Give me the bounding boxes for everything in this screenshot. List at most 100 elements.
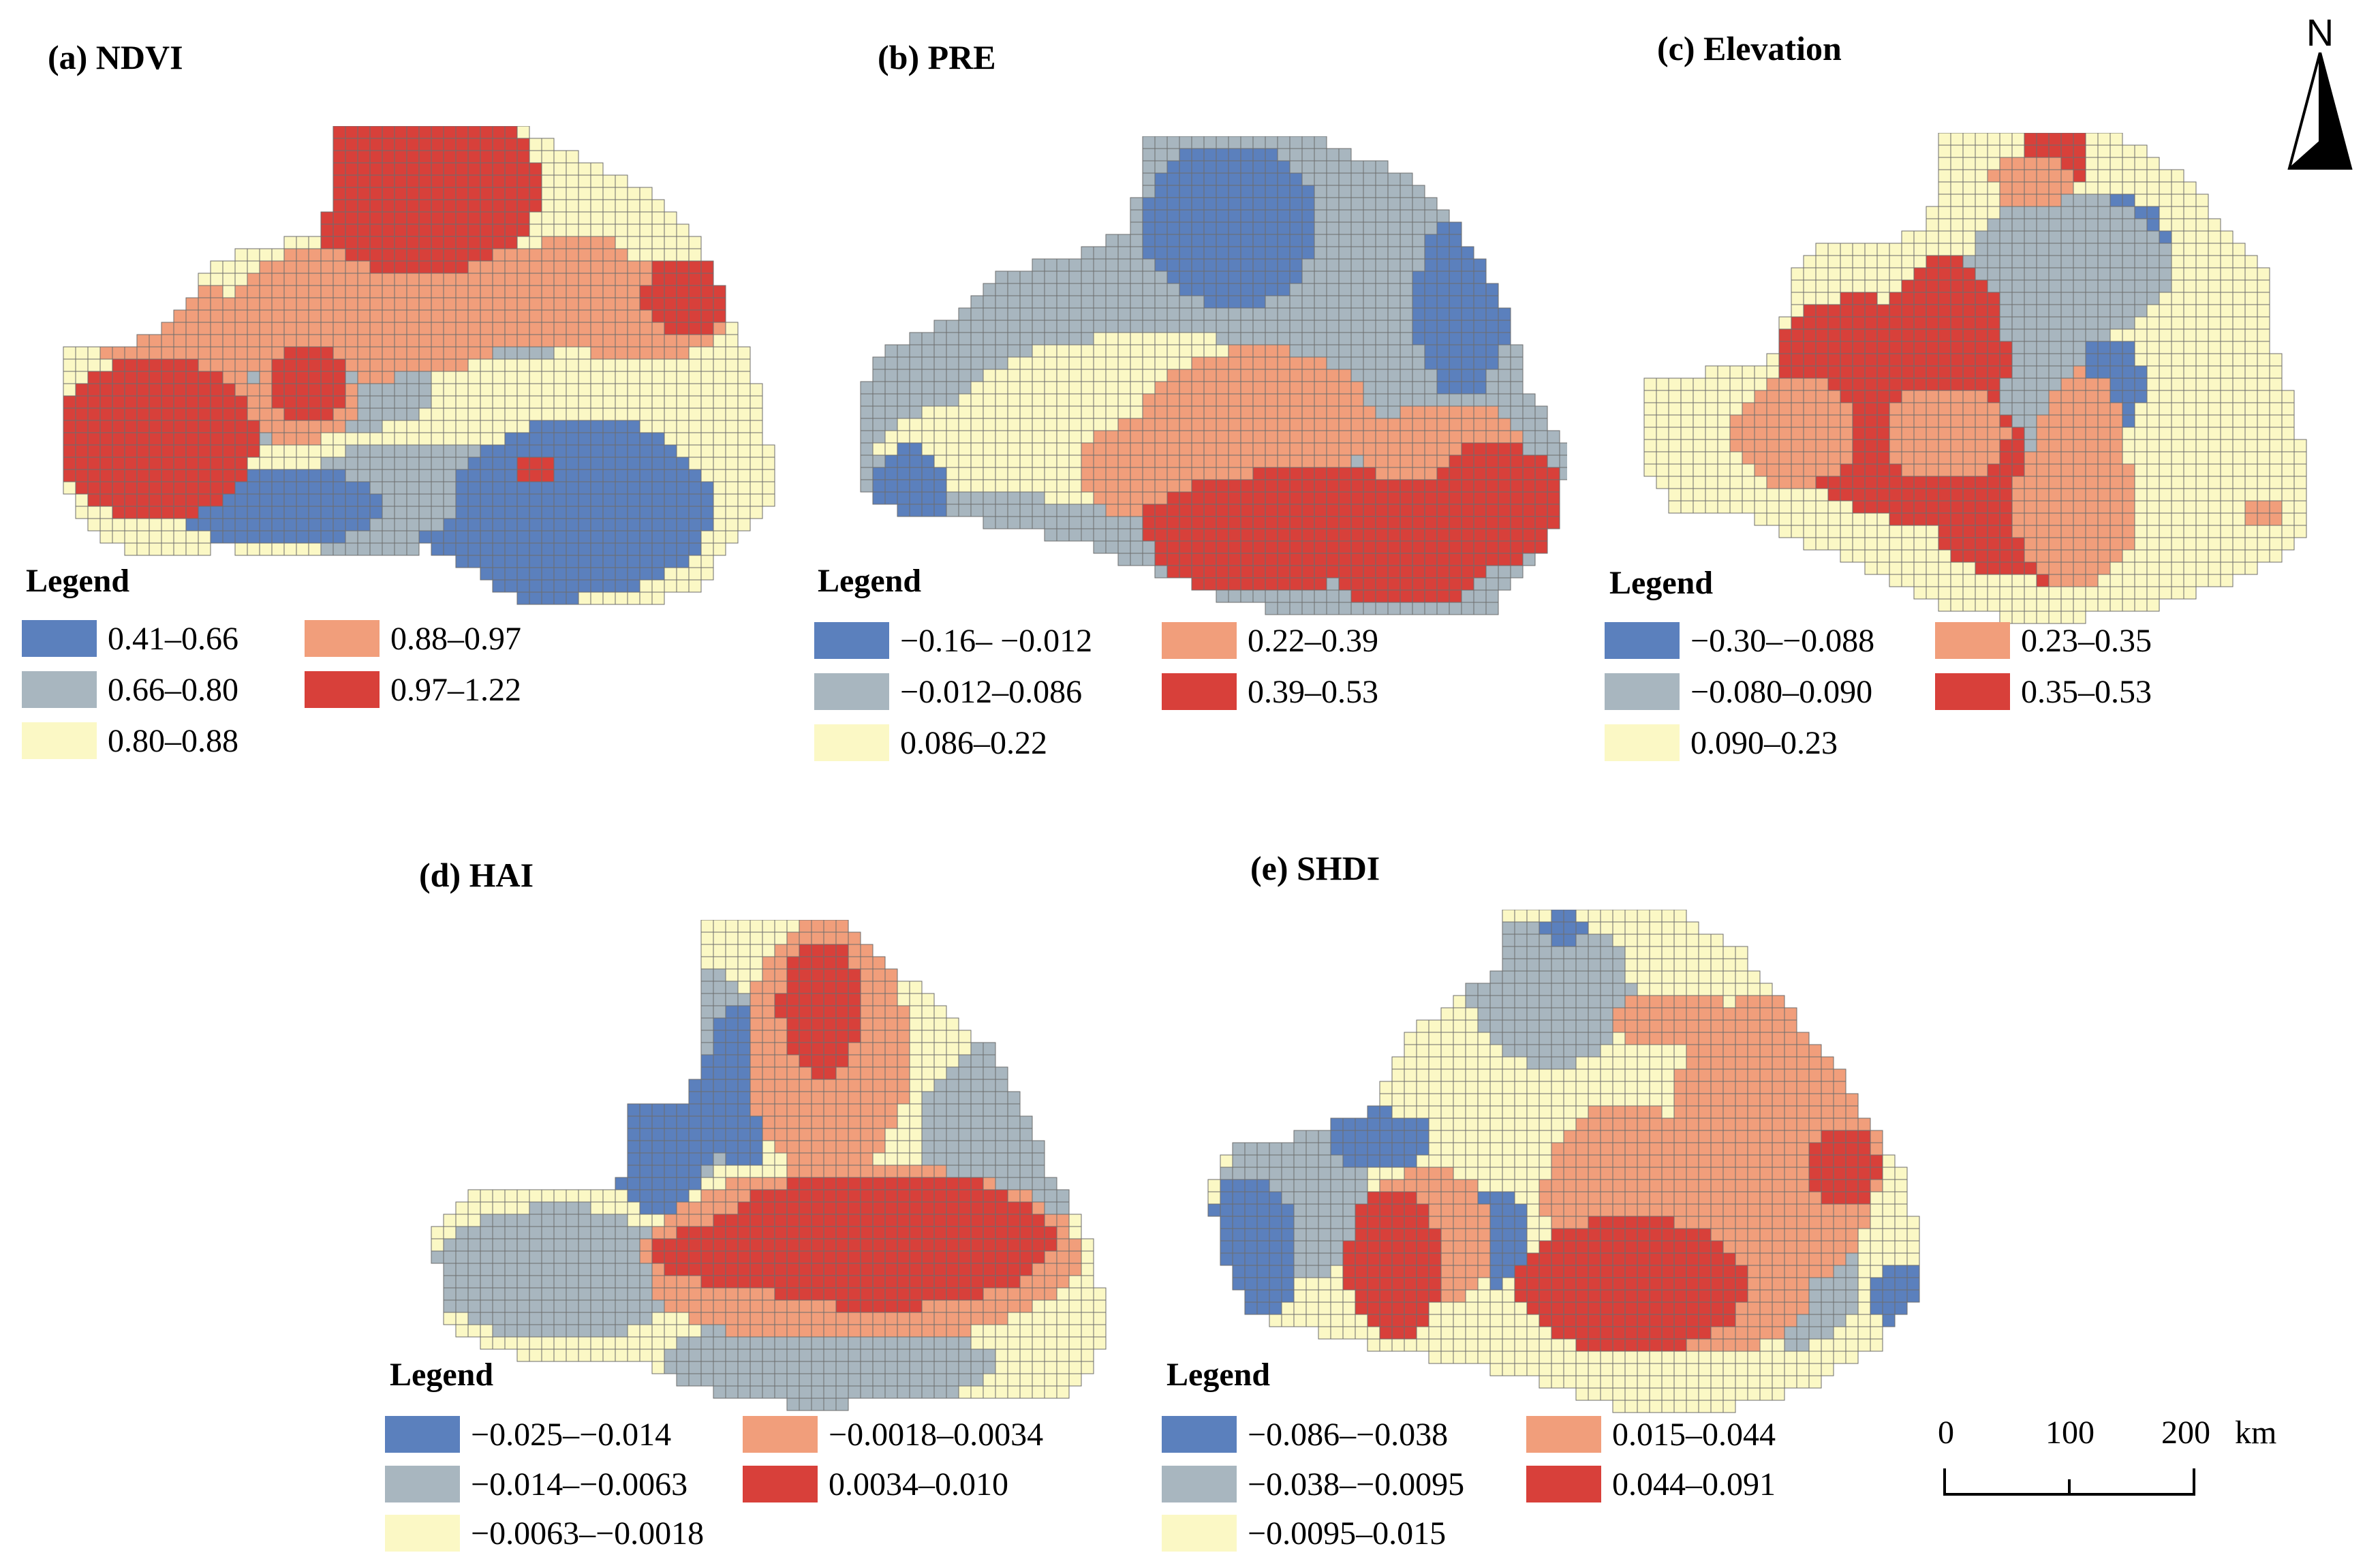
grid-cell: [333, 407, 346, 421]
grid-cell: [467, 432, 481, 446]
grid-cell: [1179, 148, 1192, 161]
grid-cell: [1999, 243, 2013, 256]
grid-cell: [382, 285, 395, 298]
grid-cell: [357, 358, 371, 372]
grid-cell: [1179, 295, 1192, 309]
grid-cell: [578, 285, 591, 298]
grid-cell: [2097, 586, 2111, 600]
grid-cell: [198, 407, 211, 421]
grid-cell: [1142, 418, 1156, 431]
grid-cell: [222, 285, 236, 298]
grid-cell: [1203, 467, 1217, 480]
grid-cell: [320, 285, 334, 298]
grid-cell: [970, 418, 984, 431]
grid-cell: [1240, 246, 1254, 260]
grid-cell: [431, 407, 444, 421]
grid-cell: [1412, 418, 1425, 431]
grid-cell: [234, 395, 248, 409]
grid-cell: [1154, 258, 1168, 272]
grid-cell: [1093, 344, 1107, 358]
grid-cell: [1216, 283, 1229, 296]
grid-cell: [1314, 246, 1327, 260]
grid-cell: [590, 223, 604, 237]
grid-cell: [1436, 393, 1450, 407]
grid-cell: [615, 334, 628, 348]
grid-cell: [1668, 500, 1682, 514]
grid-cell: [2134, 292, 2148, 305]
grid-cell: [2122, 561, 2135, 575]
grid-cell: [1154, 246, 1168, 260]
grid-cell: [1350, 589, 1364, 603]
grid-cell: [811, 1042, 824, 1055]
grid-cell: [2134, 488, 2148, 502]
grid-cell: [2036, 476, 2050, 489]
grid-cell: [1338, 234, 1352, 247]
grid-cell: [1975, 341, 1988, 354]
grid-cell: [2073, 574, 2086, 587]
grid-cell: [2097, 316, 2111, 330]
grid-cell: [872, 442, 886, 456]
grid-cell: [198, 493, 211, 507]
grid-cell: [333, 542, 346, 556]
grid-cell: [283, 506, 297, 519]
grid-cell: [2232, 279, 2246, 293]
grid-cell: [2060, 328, 2074, 342]
grid-cell: [566, 260, 579, 274]
grid-cell: [553, 162, 567, 176]
grid-cell: [1228, 467, 1241, 480]
grid-cell: [198, 309, 211, 323]
grid-cell: [431, 371, 444, 384]
grid-cell: [1510, 405, 1524, 419]
grid-cell: [1803, 341, 1817, 354]
grid-cell: [1926, 365, 1939, 379]
grid-cell: [2232, 451, 2246, 465]
grid-cell: [2244, 463, 2258, 477]
grid-cell: [210, 420, 223, 433]
legend-title: Legend: [818, 563, 922, 599]
grid-cell: [2257, 439, 2270, 452]
grid-cell: [1840, 463, 1853, 477]
grid-cell: [651, 273, 665, 286]
grid-cell: [529, 236, 542, 249]
grid-cell: [1265, 148, 1278, 161]
grid-cell: [1326, 504, 1340, 517]
grid-cell: [2036, 169, 2050, 183]
grid-cell: [357, 457, 371, 470]
grid-cell: [749, 931, 763, 945]
grid-cell: [664, 309, 677, 323]
grid-cell: [1889, 365, 1902, 379]
grid-cell: [676, 358, 690, 372]
grid-cell: [2122, 255, 2135, 268]
grid-cell: [725, 981, 739, 994]
grid-cell: [443, 506, 457, 519]
grid-cell: [566, 358, 579, 372]
grid-cell: [1289, 320, 1303, 333]
grid-cell: [504, 334, 518, 348]
grid-cell: [1130, 344, 1143, 358]
grid-cell: [1105, 430, 1119, 444]
grid-cell: [1044, 271, 1057, 284]
grid-cell: [676, 371, 690, 384]
grid-cell: [1901, 402, 1915, 416]
grid-cell: [1301, 577, 1315, 591]
grid-cell: [382, 457, 395, 470]
grid-cell: [1081, 467, 1094, 480]
grid-cell: [1154, 295, 1168, 309]
grid-cell: [1999, 316, 2013, 330]
grid-cell: [1363, 381, 1376, 395]
grid-cell: [2146, 206, 2160, 219]
grid-cell: [553, 297, 567, 311]
grid-cell: [615, 469, 628, 482]
grid-cell: [749, 469, 763, 482]
grid-cell: [737, 358, 751, 372]
grid-cell: [2232, 463, 2246, 477]
grid-cell: [1117, 418, 1131, 431]
grid-cell: [1044, 504, 1057, 517]
grid-cell: [443, 371, 457, 384]
grid-cell: [2220, 230, 2234, 244]
grid-cell: [983, 344, 996, 358]
grid-cell: [725, 993, 739, 1006]
grid-cell: [2146, 169, 2160, 183]
grid-cell: [872, 1079, 886, 1092]
grid-cell: [492, 469, 506, 482]
